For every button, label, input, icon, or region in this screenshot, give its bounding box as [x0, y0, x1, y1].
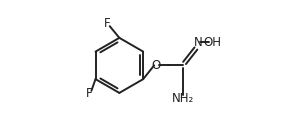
- Text: F: F: [86, 87, 93, 100]
- Text: N: N: [193, 36, 202, 49]
- Text: OH: OH: [203, 36, 221, 49]
- Text: O: O: [152, 59, 161, 72]
- Text: NH₂: NH₂: [172, 92, 194, 105]
- Text: F: F: [104, 17, 111, 30]
